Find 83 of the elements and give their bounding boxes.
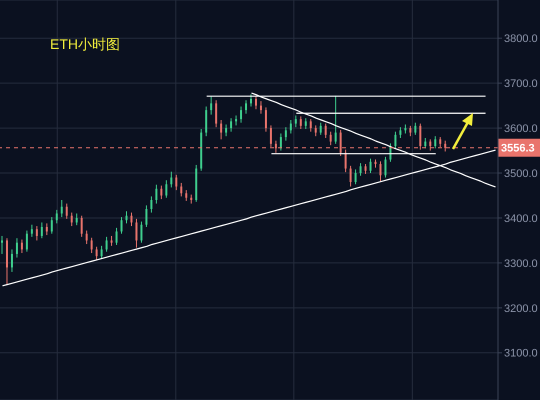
candlestick: [314, 124, 317, 137]
candlestick: [334, 95, 337, 144]
candlestick: [379, 160, 382, 182]
candlestick: [16, 238, 18, 258]
candlestick: [330, 131, 332, 146]
candlestick: [60, 200, 63, 218]
y-tick-label: 3200.0: [504, 302, 538, 315]
y-tick-label: 3700.0: [504, 78, 538, 90]
candlestick: [175, 174, 178, 191]
candlestick: [394, 131, 396, 149]
candlestick: [399, 126, 402, 138]
candlestick: [215, 100, 218, 128]
candlestick: [30, 224, 33, 238]
candlestick: [180, 182, 182, 197]
ref-line-label: 3556.3: [501, 142, 535, 155]
candlestick: [284, 126, 287, 142]
candlestick: [230, 118, 232, 132]
candlestick: [290, 120, 292, 134]
candlestick: [100, 245, 103, 259]
candlestick: [160, 185, 162, 200]
candlestick: [364, 164, 367, 174]
candlestick: [90, 237, 93, 254]
candlestick: [76, 212, 78, 226]
candlestick: [46, 222, 48, 236]
candlestick: [384, 156, 386, 178]
candlestick: [56, 209, 58, 224]
candlestick: [414, 122, 416, 136]
candlestick: [96, 246, 98, 260]
candlestick: [50, 216, 53, 234]
candlestick: [360, 162, 362, 176]
candlestick: [155, 184, 158, 204]
y-tick-label: 3600.0: [504, 122, 538, 135]
candlestick: [260, 100, 262, 114]
candlestick: [310, 118, 312, 132]
candlestick: [434, 136, 436, 149]
candlestick: [250, 94, 252, 108]
y-tick-label: 3100.0: [504, 348, 538, 360]
candlestick: [10, 248, 13, 272]
candlestick: [245, 100, 248, 114]
candlestick: [254, 96, 257, 110]
candlestick: [150, 196, 152, 214]
candlestick: [294, 115, 297, 128]
candlestick: [409, 125, 412, 137]
candlestick: [304, 118, 307, 130]
candlestick: [106, 236, 108, 252]
y-tick-label: 3500.0: [504, 168, 538, 180]
candlestick: [350, 165, 352, 188]
text: ETH小时图: [50, 36, 120, 54]
candlestick: [70, 212, 73, 227]
candlestick: [225, 124, 228, 137]
candlestick: [165, 180, 168, 198]
candlestick: [220, 120, 222, 140]
candlestick: [140, 221, 142, 244]
candlestick: [116, 227, 118, 246]
candlestick: [20, 239, 23, 254]
candlestick: [80, 215, 83, 238]
candlestick: [235, 115, 238, 126]
y-tick-label: 3800.0: [504, 33, 538, 46]
candlestick: [300, 116, 302, 130]
y-tick-label: 3300.0: [504, 258, 538, 270]
candlestick: [324, 123, 327, 138]
candlestick: [210, 96, 212, 116]
candlestick: [120, 216, 123, 234]
candlestick: [170, 171, 172, 188]
candlestick: [240, 106, 242, 124]
candlestick: [66, 203, 68, 220]
candlestick: [40, 222, 43, 239]
candlestick: [36, 226, 38, 241]
candlestick: [264, 106, 267, 132]
y-tick-label: 3400.0: [504, 212, 538, 225]
candlestick: [145, 204, 148, 228]
candlestick: [185, 190, 188, 202]
candlestick: [126, 210, 128, 224]
candlestick: [135, 218, 138, 248]
candlestick: [205, 106, 208, 137]
candlestick: [86, 230, 88, 245]
candlestick: [280, 132, 282, 152]
candlestick: [354, 168, 357, 185]
candlestick: [26, 230, 28, 252]
candlestick: [130, 212, 132, 227]
candlestick: [424, 137, 426, 149]
candlestick: [370, 158, 372, 174]
candlestick: [320, 122, 322, 136]
